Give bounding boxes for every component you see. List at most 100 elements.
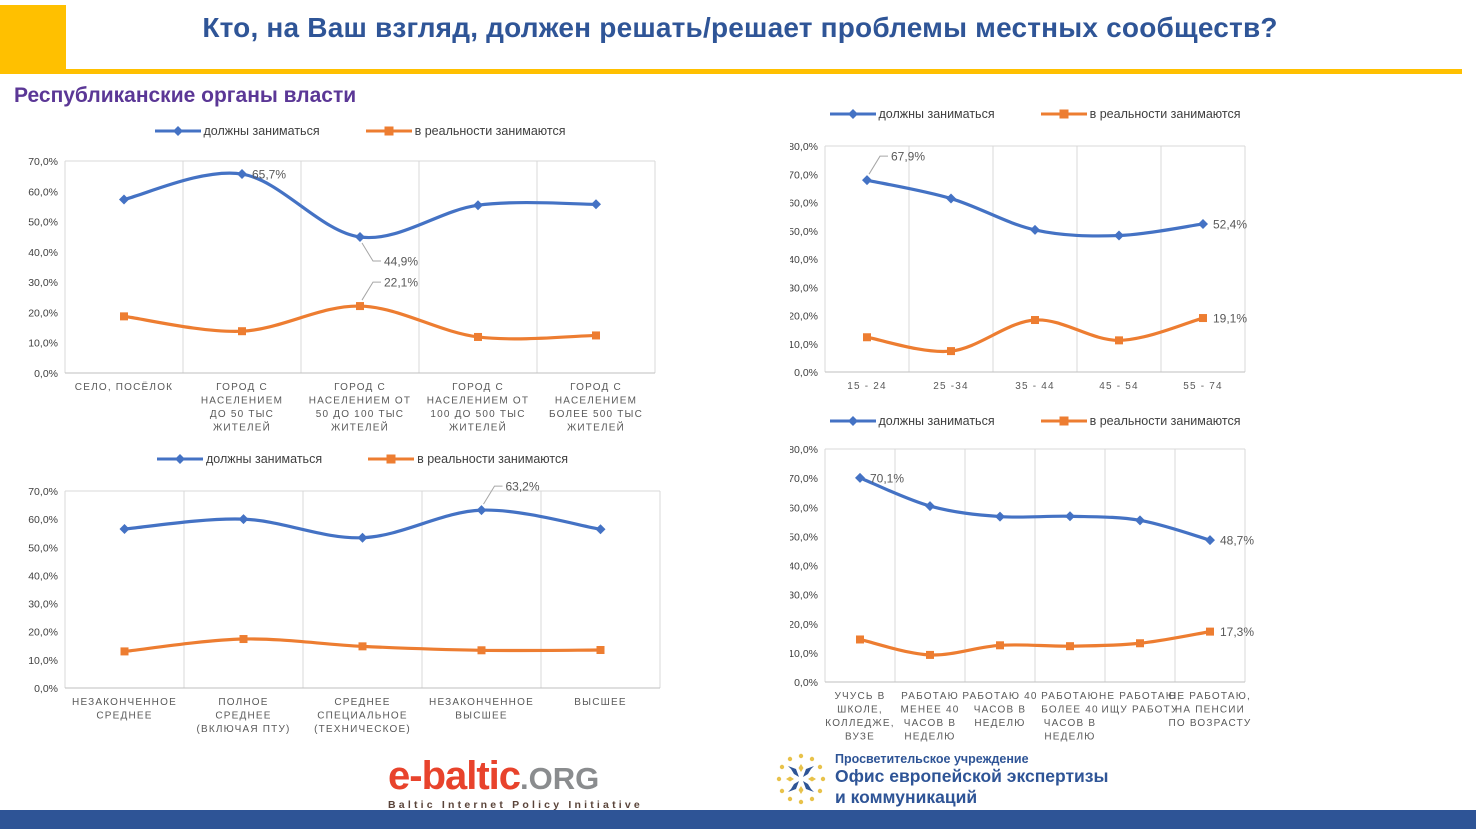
svg-text:НАСЕЛЕНИЕМ: НАСЕЛЕНИЕМ (555, 396, 637, 407)
svg-text:60,0%: 60,0% (790, 198, 818, 210)
svg-text:ГОРОД С: ГОРОД С (570, 382, 622, 393)
legend-label: должны заниматься (878, 107, 995, 121)
svg-text:40,0%: 40,0% (790, 254, 818, 266)
svg-text:100 ДО 500 ТЫС: 100 ДО 500 ТЫС (430, 409, 525, 420)
svg-text:ШКОЛЕ,: ШКОЛЕ, (837, 705, 883, 716)
chart-canvas: 0,0% 10,0% 20,0% 30,0% 40,0% 50,0% 60,0% 70,0% 8… (790, 141, 1247, 392)
svg-text:0,0%: 0,0% (34, 683, 58, 695)
svg-text:0,0%: 0,0% (34, 368, 58, 380)
chart-by-education: должны заниматься в реальности занимаются… (15, 442, 715, 757)
svg-text:70,0%: 70,0% (28, 156, 58, 168)
svg-text:БОЛЕЕ 40: БОЛЕЕ 40 (1041, 705, 1099, 716)
svg-text:80,0%: 80,0% (790, 444, 818, 456)
svg-text:ДО 50 ТЫС: ДО 50 ТЫС (210, 409, 274, 420)
legend-label: в реальности занимаются (1089, 107, 1241, 121)
svg-text:60,0%: 60,0% (790, 502, 818, 514)
office-logo-line2: Офис европейской экспертизы (835, 766, 1109, 787)
svg-text:(ВКЛЮЧАЯ ПТУ): (ВКЛЮЧАЯ ПТУ) (196, 724, 290, 735)
footer-bar (0, 810, 1476, 829)
chart-by-age: должны заниматься в реальности занимаются… (790, 100, 1476, 405)
svg-text:20,0%: 20,0% (28, 307, 58, 319)
svg-text:10,0%: 10,0% (28, 655, 58, 667)
svg-text:50,0%: 50,0% (790, 226, 818, 238)
accent-line (0, 69, 1462, 74)
legend-item: должны заниматься (157, 452, 322, 466)
svg-text:55 - 74: 55 - 74 (1183, 381, 1223, 392)
office-logo-text: Просветительское учреждение Офис европей… (835, 752, 1108, 807)
svg-text:50,0%: 50,0% (790, 531, 818, 543)
svg-text:ЧАСОВ В: ЧАСОВ В (904, 718, 956, 729)
svg-text:НЕДЕЛЮ: НЕДЕЛЮ (974, 718, 1025, 729)
legend-item: в реальности занимаются (1040, 414, 1240, 428)
chart-legend: должны заниматься в реальности занимаются (65, 122, 655, 140)
svg-text:РАБОТАЮ: РАБОТАЮ (901, 691, 959, 702)
svg-text:0,0%: 0,0% (794, 367, 818, 379)
svg-text:ЧАСОВ В: ЧАСОВ В (1044, 718, 1096, 729)
svg-text:СРЕДНЕЕ: СРЕДНЕЕ (334, 697, 390, 708)
svg-text:40,0%: 40,0% (28, 247, 58, 259)
svg-text:ЖИТЕЛЕЙ: ЖИТЕЛЕЙ (331, 421, 389, 434)
legend-marker-icon (368, 454, 415, 464)
svg-text:15 - 24: 15 - 24 (847, 381, 887, 392)
chart-legend: должны заниматься в реальности занимаются (65, 450, 660, 468)
chart-canvas: 0,0% 10,0% 20,0% 30,0% 40,0% 50,0% 60,0% 70,0% 8… (790, 444, 1254, 743)
chart-by-settlement: должны заниматься в реальности занимаются… (15, 118, 715, 448)
office-logo-line3: и коммуникаций (835, 786, 978, 807)
svg-text:ГОРОД С: ГОРОД С (216, 382, 268, 393)
chart-canvas: 0,0% 10,0% 20,0% 30,0% 40,0% 50,0% 60,0% 70,0% С… (28, 156, 656, 434)
office-logo-starburst-icon (776, 753, 826, 805)
svg-text:10,0%: 10,0% (790, 648, 818, 660)
legend-marker-icon (829, 416, 876, 426)
accent-block (0, 5, 66, 72)
legend-item: должны заниматься (829, 107, 995, 121)
svg-text:60,0%: 60,0% (28, 514, 58, 526)
data-label: 63,2% (506, 480, 540, 494)
svg-text:РАБОТАЮ: РАБОТАЮ (1041, 691, 1099, 702)
legend-label: должны заниматься (206, 452, 323, 466)
ebaltic-logo-wordmark: e-baltic.ORG (388, 756, 643, 796)
svg-text:20,0%: 20,0% (790, 619, 818, 631)
svg-text:70,0%: 70,0% (28, 486, 58, 498)
office-logo: Просветительское учреждение Офис европей… (775, 752, 1108, 807)
slide-title: Кто, на Ваш взгляд, должен решать/решает… (202, 12, 1278, 43)
svg-text:35 - 44: 35 - 44 (1015, 381, 1055, 392)
svg-text:60,0%: 60,0% (28, 186, 58, 198)
svg-text:45 - 54: 45 - 54 (1099, 381, 1139, 392)
svg-text:50,0%: 50,0% (28, 217, 58, 229)
svg-text:80,0%: 80,0% (790, 141, 818, 153)
svg-text:ВУЗЕ: ВУЗЕ (845, 732, 875, 743)
legend-item: в реальности занимаются (1040, 107, 1241, 121)
svg-text:БОЛЕЕ 500 ТЫС: БОЛЕЕ 500 ТЫС (549, 409, 643, 420)
svg-text:НЕ РАБОТАЮ,: НЕ РАБОТАЮ, (1169, 691, 1251, 702)
svg-text:10,0%: 10,0% (790, 339, 818, 351)
legend-item: в реальности занимаются (365, 124, 565, 138)
svg-text:НЕЗАКОНЧЕННОЕ: НЕЗАКОНЧЕННОЕ (72, 697, 177, 708)
svg-text:25 -34: 25 -34 (933, 381, 969, 392)
section-title: Республиканские органы власти (14, 84, 357, 107)
data-label: 67,9% (891, 150, 925, 164)
svg-text:40,0%: 40,0% (28, 570, 58, 582)
svg-text:МЕНЕЕ 40: МЕНЕЕ 40 (900, 705, 959, 716)
legend-marker-icon (365, 126, 412, 136)
svg-text:50,0%: 50,0% (28, 542, 58, 554)
data-label: 22,1% (384, 276, 418, 290)
svg-text:50 ДО 100 ТЫС: 50 ДО 100 ТЫС (316, 409, 404, 420)
svg-text:ЖИТЕЛЕЙ: ЖИТЕЛЕЙ (567, 421, 625, 434)
legend-marker-icon (829, 109, 876, 119)
data-label: 44,9% (384, 255, 418, 269)
svg-text:10,0%: 10,0% (28, 338, 58, 350)
office-logo-line1: Просветительское учреждение (835, 752, 1029, 766)
svg-text:ИЩУ РАБОТУ: ИЩУ РАБОТУ (1101, 705, 1178, 716)
svg-text:НАСЕЛЕНИЕМ ОТ: НАСЕЛЕНИЕМ ОТ (427, 396, 529, 407)
legend-marker-icon (154, 126, 201, 136)
ebaltic-logo-name: e-baltic (388, 754, 521, 798)
svg-text:ВЫСШЕЕ: ВЫСШЕЕ (574, 697, 626, 708)
data-label: 52,4% (1213, 217, 1247, 231)
svg-text:НАСЕЛЕНИЕМ ОТ: НАСЕЛЕНИЕМ ОТ (309, 396, 411, 407)
legend-label: должны заниматься (203, 124, 320, 138)
svg-text:30,0%: 30,0% (28, 277, 58, 289)
svg-text:НЕДЕЛЮ: НЕДЕЛЮ (904, 732, 955, 743)
svg-text:30,0%: 30,0% (790, 590, 818, 602)
svg-text:ГОРОД С: ГОРОД С (334, 382, 386, 393)
svg-text:(ТЕХНИЧЕСКОЕ): (ТЕХНИЧЕСКОЕ) (314, 724, 411, 735)
